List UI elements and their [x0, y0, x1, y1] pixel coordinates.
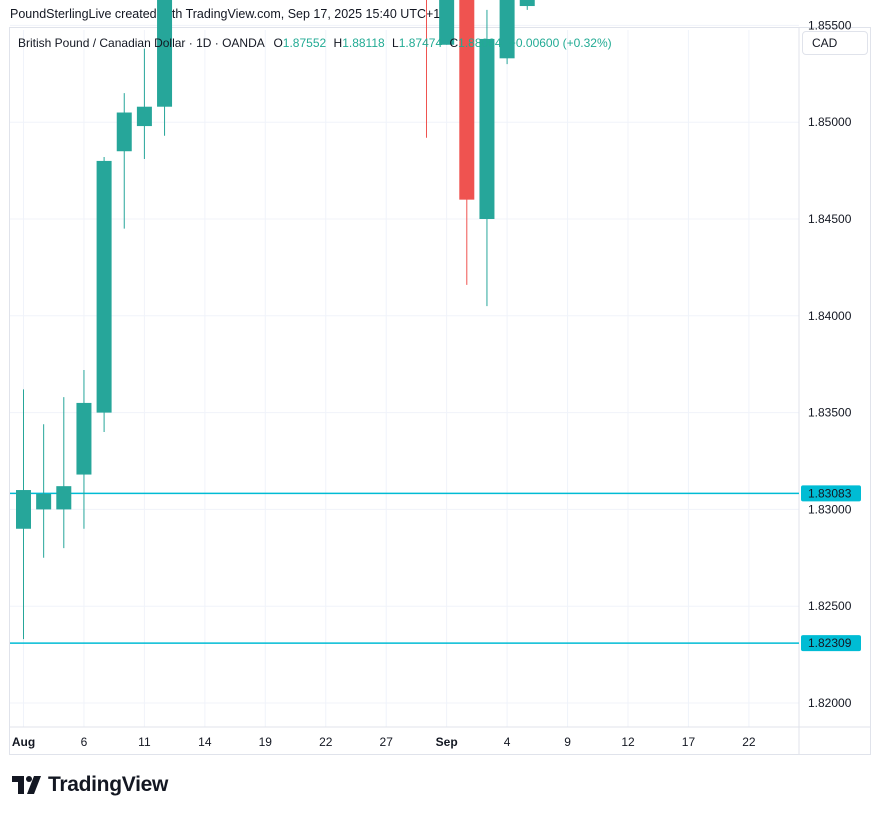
- x-tick-label: 4: [504, 735, 511, 749]
- x-tick-label: 12: [621, 735, 635, 749]
- x-tick-label: 27: [380, 735, 394, 749]
- close-label: C: [449, 36, 459, 50]
- candle-body-up: [157, 0, 173, 107]
- y-tick-label: 1.82500: [808, 599, 852, 613]
- level-price-label: 1.82309: [808, 636, 852, 650]
- ohlc-legend: British Pound / Canadian Dollar · 1D · O…: [18, 36, 612, 50]
- high-label: H: [333, 36, 343, 50]
- low-label: L: [392, 36, 399, 50]
- x-tick-label: 6: [81, 735, 88, 749]
- candle-body-up: [76, 402, 92, 475]
- close-value: 1.88064: [458, 36, 502, 50]
- open-value: 1.87552: [282, 36, 327, 50]
- y-tick-label: 1.84000: [808, 309, 852, 323]
- x-tick-label: 9: [564, 735, 571, 749]
- high-value: 1.88118: [342, 36, 385, 50]
- change-value: +0.00600 (+0.32%): [508, 36, 612, 50]
- x-tick-label: 17: [682, 735, 696, 749]
- candle-body-up: [439, 0, 455, 45]
- candle-body-up: [16, 490, 31, 529]
- x-tick-label: 11: [138, 735, 151, 749]
- candle-body-up: [136, 106, 152, 127]
- y-tick-label: 1.82000: [808, 696, 852, 710]
- y-tick-label: 1.83000: [808, 502, 852, 516]
- candle-body-up: [519, 0, 535, 7]
- y-tick-label: 1.84500: [808, 212, 852, 226]
- chart-header: PoundSterlingLive created with TradingVi…: [10, 7, 441, 21]
- candle-body-down: [459, 0, 475, 200]
- level-price-label: 1.83083: [808, 486, 852, 500]
- y-tick-label: 1.85500: [808, 18, 852, 32]
- x-tick-label: 19: [259, 735, 273, 749]
- open-label: O: [273, 36, 283, 50]
- x-tick-label: Aug: [12, 735, 35, 749]
- tradingview-logo[interactable]: TradingView: [12, 773, 168, 797]
- level-price-tag: [801, 635, 861, 652]
- y-tick-label: 1.83500: [808, 406, 852, 420]
- y-tick-label: 1.85000: [808, 115, 852, 129]
- x-tick-label: 22: [319, 735, 333, 749]
- candle-body-up: [499, 0, 515, 59]
- symbol-title[interactable]: British Pound / Canadian Dollar · 1D · O…: [18, 36, 265, 50]
- tradingview-logo-icon: [12, 776, 41, 794]
- candle-body-up: [56, 486, 72, 510]
- x-tick-label: Sep: [436, 735, 458, 749]
- tradingview-logo-text: TradingView: [48, 773, 169, 796]
- x-tick-label: 22: [742, 735, 756, 749]
- currency-button[interactable]: CAD: [802, 31, 868, 55]
- candle-body-up: [116, 112, 132, 152]
- x-tick-label: 14: [198, 735, 212, 749]
- low-value: 1.87474: [398, 36, 443, 50]
- candle-body-up: [96, 160, 112, 413]
- candle-body-up: [479, 38, 495, 220]
- candle-body-up: [36, 493, 52, 510]
- level-price-tag: [801, 485, 861, 502]
